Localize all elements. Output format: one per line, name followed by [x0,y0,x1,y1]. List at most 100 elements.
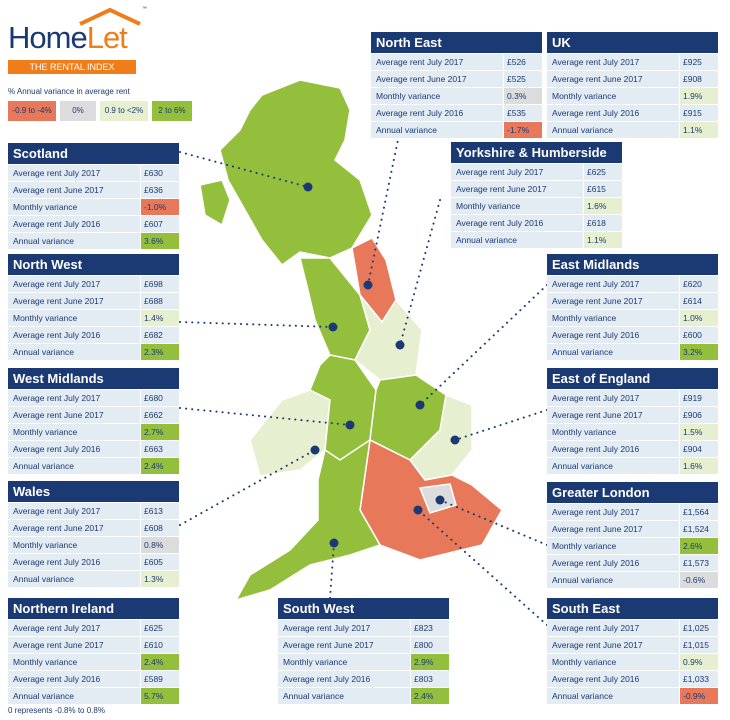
stat-value: £618 [584,215,622,231]
stat-value: £614 [680,293,718,309]
region-panel-scotland: Scotland Average rent July 2017 £630 Averag… [8,143,179,249]
map-region-scotland-islands [199,179,231,227]
stat-row: Annual variance 2.4% [8,458,179,474]
stat-value: £908 [680,71,718,87]
stat-value: £613 [141,503,179,519]
homelet-logo: ™ HomeLet THE RENTAL INDEX [8,6,148,74]
connector-east-midlands [419,284,548,406]
map-region-south-west [234,438,382,602]
stat-row: Average rent July 2017 £698 [8,276,179,292]
map-marker-south-east [413,505,423,515]
stat-value: £535 [504,105,542,121]
stat-row: Annual variance 2.4% [278,688,449,704]
stat-row: Average rent July 2016 £682 [8,327,179,343]
stat-row: Average rent July 2017 £620 [547,276,718,292]
stat-row: Monthly variance 1.4% [8,310,179,326]
stat-value: 1.1% [584,232,622,248]
stat-value: £925 [680,54,718,70]
stat-value: 1.1% [680,122,718,138]
stat-value: £620 [680,276,718,292]
connector-east-of-england [454,409,548,441]
stat-value: £662 [141,407,179,423]
stat-label: Annual variance [8,458,140,474]
stat-row: Average rent July 2016 £535 [371,105,542,121]
stat-value: £526 [504,54,542,70]
map-marker-north-east [363,280,373,290]
map-marker-south-west [329,538,339,548]
region-panel-south-east: South East Average rent July 2017 £1,025 Av… [547,598,718,704]
region-panel-north-west: North West Average rent July 2017 £698 Aver… [8,254,179,360]
stat-label: Average rent July 2017 [8,390,140,406]
stat-value: £1,573 [680,555,718,571]
stat-value: £823 [411,620,449,636]
stat-row: Average rent June 2017 £908 [547,71,718,87]
connector-yorkshire [399,199,441,346]
stat-value: £919 [680,390,718,406]
stat-value: £630 [141,165,179,181]
stat-row: Average rent July 2017 £613 [8,503,179,519]
stat-row: Average rent June 2017 £1,524 [547,521,718,537]
stat-row: Average rent July 2016 £607 [8,216,179,232]
stat-row: Annual variance -1.7% [371,122,542,138]
stat-value: 2.4% [411,688,449,704]
map-region-wales [249,389,331,477]
stat-row: Average rent July 2016 £605 [8,554,179,570]
stat-value: -0.6% [680,572,718,588]
stat-label: Monthly variance [371,88,503,104]
stat-label: Average rent July 2017 [278,620,410,636]
stat-value: £682 [141,327,179,343]
stat-row: Average rent July 2017 £526 [371,54,542,70]
map-marker-scotland [303,182,313,192]
stat-row: Average rent July 2017 £1,025 [547,620,718,636]
stat-label: Annual variance [278,688,410,704]
stat-row: Monthly variance 2.6% [547,538,718,554]
stat-row: Average rent July 2016 £1,573 [547,555,718,571]
connector-south-east [417,509,548,626]
stat-value: £589 [141,671,179,687]
stat-label: Annual variance [547,688,679,704]
stat-value: £636 [141,182,179,198]
stat-label: Average rent June 2017 [8,637,140,653]
stat-value: 2.4% [141,458,179,474]
stat-label: Annual variance [8,233,140,249]
stat-label: Average rent July 2016 [547,105,679,121]
footnote: 0 represents -0.8% to 0.8% [8,706,105,715]
stat-value: 0.3% [504,88,542,104]
stat-label: Monthly variance [547,310,679,326]
stat-row: Annual variance 1.1% [547,122,718,138]
stat-row: Average rent July 2017 £680 [8,390,179,406]
stat-label: Monthly variance [8,310,140,326]
stat-label: Average rent July 2017 [547,620,679,636]
stat-label: Annual variance [547,344,679,360]
stat-value: £1,564 [680,504,718,520]
stat-row: Average rent June 2017 £688 [8,293,179,309]
stat-row: Annual variance -0.9% [547,688,718,704]
stat-value: -1.0% [141,199,179,215]
stat-value: 1.6% [584,198,622,214]
legend-green: 2 to 6% [152,101,192,121]
stat-label: Average rent July 2016 [8,671,140,687]
stat-label: Average rent July 2016 [547,555,679,571]
map-marker-east-of-england [450,435,460,445]
region-title: East of England [547,368,718,389]
stat-value: 0.9% [680,654,718,670]
stat-row: Annual variance 1.1% [451,232,622,248]
stat-row: Monthly variance 2.4% [8,654,179,670]
region-panel-wales: Wales Average rent July 2017 £613 Average r… [8,481,179,587]
stat-label: Average rent July 2017 [547,504,679,520]
stat-row: Monthly variance 0.9% [547,654,718,670]
stat-label: Monthly variance [278,654,410,670]
stat-row: Average rent June 2017 £614 [547,293,718,309]
stat-value: 0.8% [141,537,179,553]
stat-value: -0.9% [680,688,718,704]
stat-row: Average rent July 2017 £1,564 [547,504,718,520]
logo-tagline: THE RENTAL INDEX [8,60,136,74]
stat-label: Average rent June 2017 [547,637,679,653]
map-marker-west-midlands [345,420,355,430]
stat-row: Average rent July 2016 £915 [547,105,718,121]
region-title: South East [547,598,718,619]
stat-label: Average rent June 2017 [547,71,679,87]
region-title: Wales [8,481,179,502]
stat-value: £1,025 [680,620,718,636]
